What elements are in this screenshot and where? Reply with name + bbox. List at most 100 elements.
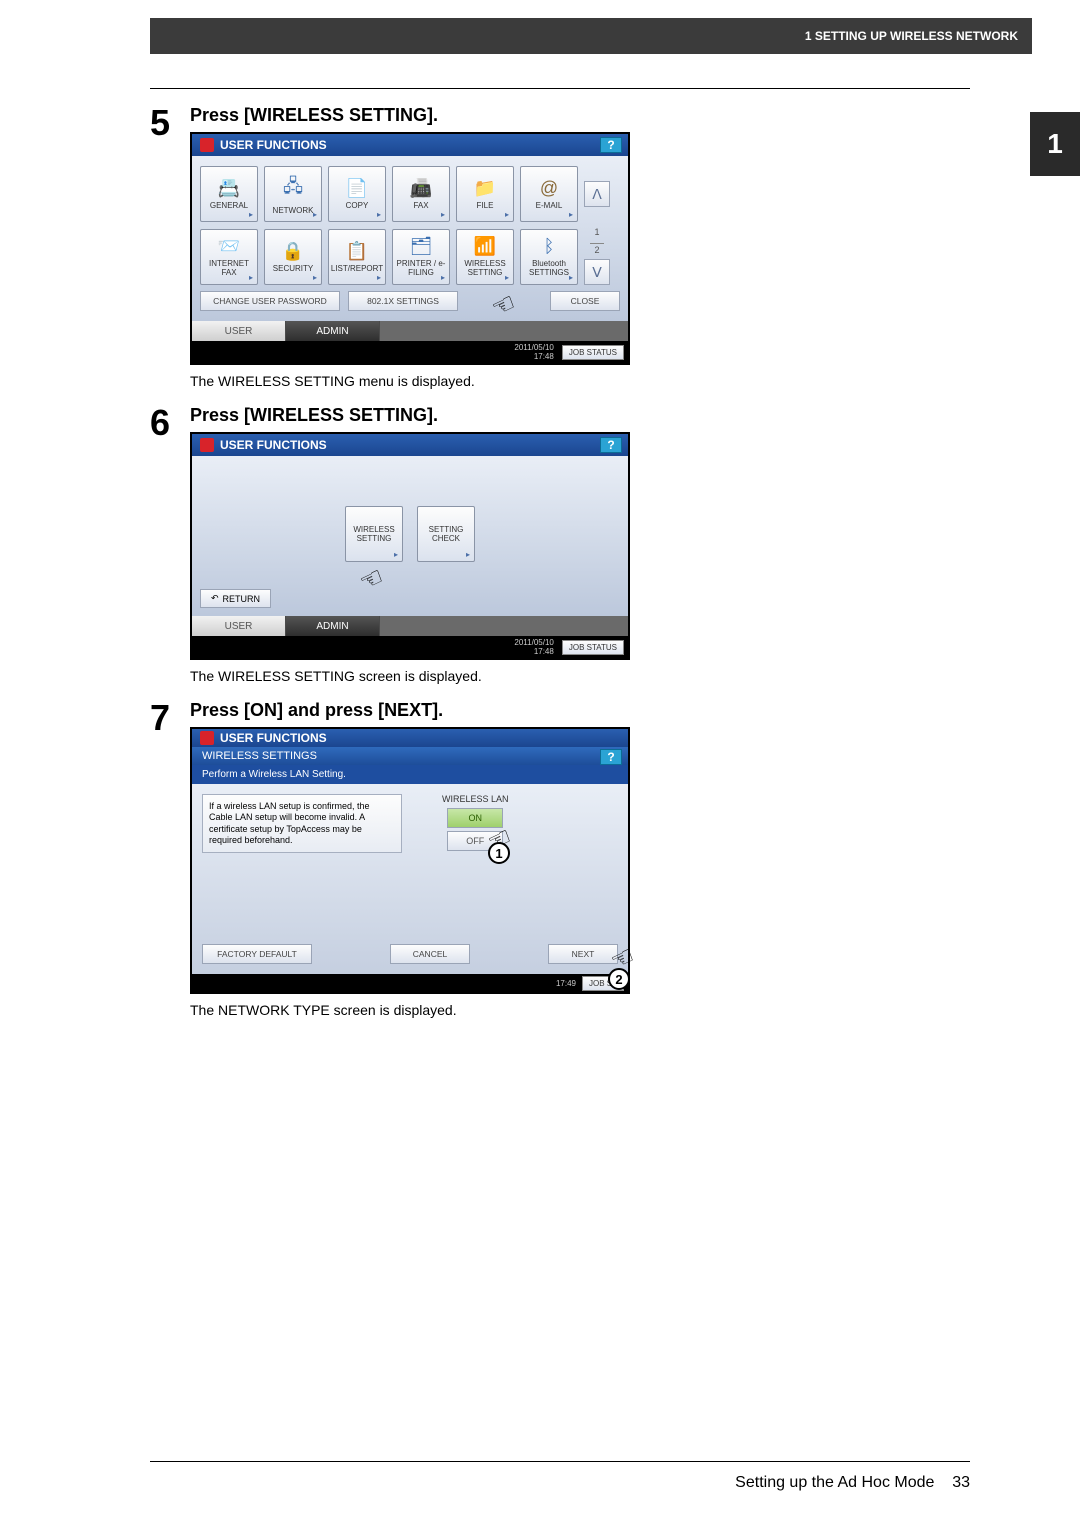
tile-label: E-MAIL <box>536 201 563 210</box>
tile-wireless-setting[interactable]: WIRELESS SETTING ▸ <box>345 506 403 562</box>
cancel-button[interactable]: CANCEL <box>390 944 470 964</box>
tile-list-report[interactable]: 📋LIST/REPORT▸ <box>328 229 386 285</box>
footer-rule <box>150 1461 970 1462</box>
window-title: USER FUNCTIONS <box>220 138 327 152</box>
expand-icon: ▸ <box>377 273 381 282</box>
chapter-tab: 1 <box>1030 112 1080 176</box>
job-status-button[interactable]: JOB STATUS <box>562 345 624 360</box>
window-titlebar: USER FUNCTIONS <box>192 729 628 747</box>
on-button[interactable]: ON <box>447 808 503 828</box>
timestamp: 2011/05/10 17:48 <box>514 343 553 361</box>
tile-copy[interactable]: 📄COPY▸ <box>328 166 386 222</box>
tab-admin[interactable]: ADMIN <box>286 616 380 636</box>
step-caption: The WIRELESS SETTING screen is displayed… <box>190 668 970 684</box>
tile-label: NETWORK <box>273 206 314 215</box>
tile-area: WIRELESS SETTING ▸ SETTING CHECK ▸ ☜ ↶ R… <box>192 456 628 616</box>
step-5: 5 Press [WIRELESS SETTING]. USER FUNCTIO… <box>150 105 970 389</box>
chapter-number: 1 <box>1047 128 1063 160</box>
expand-icon: ▸ <box>441 273 445 282</box>
expand-icon: ▸ <box>569 210 573 219</box>
expand-icon: ▸ <box>377 210 381 219</box>
expand-icon: ▸ <box>505 273 509 282</box>
screen-wireless-menu: USER FUNCTIONS ? WIRELESS SETTING ▸ SETT… <box>190 432 630 660</box>
status-bar: 2011/05/10 17:48 JOB STATUS <box>192 341 628 363</box>
expand-icon: ▸ <box>249 210 253 219</box>
step-7: 7 Press [ON] and press [NEXT]. USER FUNC… <box>150 700 970 1018</box>
pager-current: 12 <box>584 228 610 255</box>
general-icon: 📇 <box>218 178 240 199</box>
timestamp: 17:49 <box>556 979 576 988</box>
tile-printer-efiling[interactable]: 🗂PRINTER / e-FILING▸ <box>392 229 450 285</box>
step-title: Press [ON] and press [NEXT]. <box>190 700 970 721</box>
callout-badge-2: 2 <box>608 968 630 990</box>
close-button[interactable]: CLOSE <box>550 291 620 311</box>
expand-icon: ▸ <box>313 210 317 219</box>
screen-wireless-onoff: USER FUNCTIONS WIRELESS SETTINGS ? Perfo… <box>190 727 630 994</box>
printer-icon: 🗂 <box>410 236 433 257</box>
tile-network[interactable]: 🖧NETWORK▸ <box>264 166 322 222</box>
factory-default-button[interactable]: FACTORY DEFAULT <box>202 944 312 964</box>
tab-user[interactable]: USER <box>192 616 286 636</box>
tile-internet-fax[interactable]: 📨INTERNET FAX▸ <box>200 229 258 285</box>
window-title: USER FUNCTIONS <box>220 438 327 452</box>
settings-panel: If a wireless LAN setup is confirmed, th… <box>192 784 628 974</box>
email-icon: @ <box>540 178 558 199</box>
tile-wireless-setting[interactable]: 📶WIRELESS SETTING▸ <box>456 229 514 285</box>
tile-label: LIST/REPORT <box>331 264 383 273</box>
file-icon: 📁 <box>474 178 496 199</box>
tile-general[interactable]: 📇 GENERAL▸ <box>200 166 258 222</box>
tile-row-1: 📇GENERAL▸ 🖧NETWORK▸ 📄COPY▸ 📠FAX▸ 📁FILE▸ … <box>200 166 620 222</box>
next-button[interactable]: NEXT <box>548 944 618 964</box>
expand-icon: ▸ <box>394 550 398 559</box>
tile-file[interactable]: 📁FILE▸ <box>456 166 514 222</box>
window-title: USER FUNCTIONS <box>220 731 327 745</box>
button-row: CHANGE USER PASSWORD 802.1X SETTINGS CLO… <box>200 291 620 311</box>
tab-bar: USER ADMIN <box>192 321 628 341</box>
expand-icon: ▸ <box>505 210 509 219</box>
brand-logo-icon <box>200 138 214 152</box>
fax-icon: 📠 <box>410 178 432 199</box>
tab-bar: USER ADMIN <box>192 616 628 636</box>
tile-row-2: 📨INTERNET FAX▸ 🔒SECURITY▸ 📋LIST/REPORT▸ … <box>200 228 620 285</box>
security-icon: 🔒 <box>282 241 304 262</box>
wireless-icon: 📶 <box>474 236 496 257</box>
wireless-lan-label: WIRELESS LAN <box>442 794 509 804</box>
change-password-button[interactable]: CHANGE USER PASSWORD <box>200 291 340 311</box>
tile-security[interactable]: 🔒 SECURITY▸ <box>264 229 322 285</box>
tile-label: GENERAL <box>210 201 248 210</box>
return-button[interactable]: ↶ RETURN <box>200 589 271 608</box>
footer-page-number: 33 <box>952 1474 970 1491</box>
tab-user[interactable]: USER <box>192 321 286 341</box>
screen-user-functions-grid: USER FUNCTIONS ? 📇GENERAL▸ 🖧NETWORK▸ 📄CO… <box>190 132 630 365</box>
step-6: 6 Press [WIRELESS SETTING]. USER FUNCTIO… <box>150 405 970 684</box>
pointer-hand-icon: ☜ <box>355 561 389 599</box>
tile-bluetooth[interactable]: ᛒBluetooth SETTINGS▸ <box>520 229 578 285</box>
header-bar: 1 SETTING UP WIRELESS NETWORK <box>150 18 1032 54</box>
expand-icon: ▸ <box>441 210 445 219</box>
dot1x-settings-button[interactable]: 802.1X SETTINGS <box>348 291 458 311</box>
timestamp: 2011/05/10 17:48 <box>514 638 553 656</box>
tile-label: SECURITY <box>273 264 313 273</box>
return-arrow-icon: ↶ <box>211 593 219 604</box>
tile-fax[interactable]: 📠 FAX ▸ <box>392 166 450 222</box>
tile-setting-check[interactable]: SETTING CHECK ▸ <box>417 506 475 562</box>
sub-titlebar: WIRELESS SETTINGS ? <box>192 747 628 765</box>
tile-label: FAX <box>413 201 428 210</box>
internet-fax-icon: 📨 <box>218 236 240 257</box>
tab-admin[interactable]: ADMIN <box>286 321 380 341</box>
return-label: RETURN <box>223 594 261 604</box>
expand-icon: ▸ <box>313 273 317 282</box>
brand-logo-icon <box>200 731 214 745</box>
page-down-button[interactable]: ᐯ <box>584 259 610 285</box>
job-status-button[interactable]: JOB STATUS <box>562 640 624 655</box>
help-button[interactable]: ? <box>600 437 622 453</box>
step-title: Press [WIRELESS SETTING]. <box>190 405 970 426</box>
sub-title: WIRELESS SETTINGS <box>202 750 317 762</box>
help-button[interactable]: ? <box>600 137 622 153</box>
expand-icon: ▸ <box>249 273 253 282</box>
tile-email[interactable]: @ E-MAIL ▸ <box>520 166 578 222</box>
help-button[interactable]: ? <box>600 749 622 765</box>
page-up-button[interactable]: ᐱ <box>584 181 610 207</box>
step-caption: The WIRELESS SETTING menu is displayed. <box>190 373 970 389</box>
expand-icon: ▸ <box>569 273 573 282</box>
